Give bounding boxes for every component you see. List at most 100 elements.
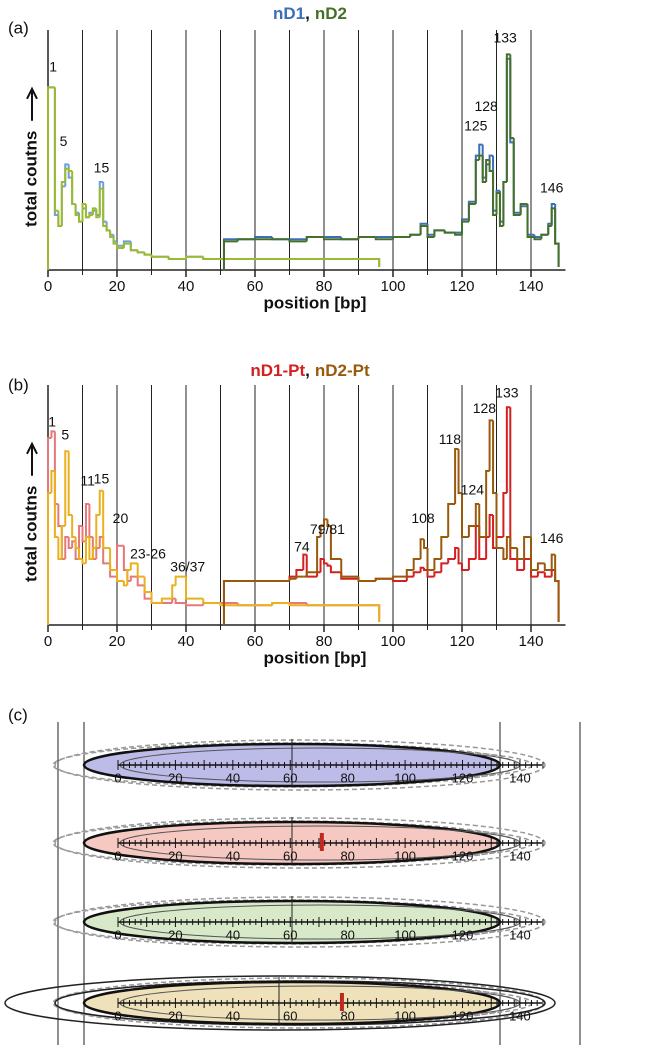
- step-segment: [122, 242, 131, 248]
- step-segment: [60, 181, 66, 226]
- ruler-label: 100: [394, 770, 416, 785]
- step-segment: [64, 536, 69, 559]
- legend-entry: nD2-Pt: [315, 361, 370, 380]
- step-segment: [64, 450, 69, 526]
- step-segment: [492, 171, 497, 216]
- step-segment: [512, 138, 521, 216]
- outline-ellipse: [4, 975, 556, 1031]
- step-segment: [440, 536, 449, 559]
- step-segment: [129, 241, 138, 252]
- step-segment: [478, 154, 483, 160]
- ruler-label: 120: [452, 770, 474, 785]
- step-segment: [98, 536, 104, 548]
- step-segment: [495, 536, 504, 548]
- annotation: 23-26: [130, 545, 166, 561]
- ruler-label: 120: [452, 927, 474, 942]
- panel-label: (b): [8, 375, 29, 394]
- step-segment: [392, 578, 407, 582]
- step-segment: [457, 548, 462, 565]
- x-tick-label: 80: [316, 633, 333, 650]
- step-segment: [136, 576, 145, 587]
- ruler-label: 80: [340, 1008, 354, 1023]
- x-tick-label: 140: [518, 633, 543, 650]
- step-segment: [488, 514, 494, 537]
- step-segment: [202, 256, 221, 260]
- x-tick-label: 20: [109, 278, 126, 295]
- ruler-label: 120: [452, 848, 474, 863]
- x-tick-label: 0: [44, 633, 52, 650]
- step-segment: [143, 252, 152, 256]
- step-segment: [454, 232, 462, 236]
- ruler-label: 20: [168, 848, 182, 863]
- legend-separator: ,: [305, 4, 310, 23]
- annotation: 11: [80, 473, 95, 489]
- step-segment: [461, 563, 469, 571]
- step-segment: [447, 558, 456, 564]
- step-segment: [495, 493, 504, 549]
- step-segment: [405, 569, 414, 577]
- step-segment: [440, 562, 449, 573]
- step-segment: [357, 576, 376, 582]
- step-segment: [461, 220, 469, 235]
- step-segment: [412, 558, 421, 570]
- step-segment: [498, 193, 504, 227]
- step-segment: [74, 537, 80, 549]
- step-segment: [323, 237, 342, 241]
- step-segment: [492, 420, 497, 494]
- step-segment: [374, 237, 393, 241]
- dashed-ellipse: [54, 896, 546, 948]
- step-segment: [512, 142, 521, 214]
- step-segment: [505, 536, 511, 559]
- step-segment: [160, 597, 173, 603]
- step-segment: [271, 602, 290, 606]
- step-segment: [295, 575, 304, 579]
- step-segment: [374, 577, 393, 581]
- step-segment: [219, 603, 238, 607]
- legend: nD1, nD2: [273, 4, 347, 23]
- ruler-label: 40: [226, 770, 240, 785]
- annotation: 5: [60, 133, 68, 149]
- step-segment: [550, 553, 556, 570]
- step-segment: [412, 571, 421, 577]
- step-segment: [488, 419, 494, 471]
- step-segment: [305, 571, 318, 577]
- step-segment: [433, 229, 445, 237]
- step-segment: [533, 234, 542, 238]
- x-axis-label: position [bp]: [264, 293, 367, 312]
- step-segment: [454, 448, 459, 504]
- ruler-label: 60: [283, 848, 297, 863]
- step-segment: [519, 205, 528, 213]
- step-segment: [550, 207, 556, 226]
- annotation: 5: [61, 427, 69, 443]
- step-segment: [329, 526, 342, 560]
- step-segment: [319, 525, 324, 537]
- step-segment: [185, 576, 204, 600]
- step-segment: [129, 562, 138, 570]
- step-segment: [126, 569, 131, 586]
- step-segment: [467, 525, 476, 537]
- step-segment: [419, 566, 425, 573]
- pt-site: [339, 993, 344, 1011]
- step-segment: [426, 223, 435, 236]
- step-segment: [136, 250, 145, 254]
- x-tick-label: 120: [449, 633, 474, 650]
- step-segment: [202, 598, 221, 604]
- step-segment: [222, 240, 238, 270]
- ruler-label: 120: [452, 1008, 474, 1023]
- step-segment: [392, 236, 411, 240]
- step-segment: [112, 237, 117, 245]
- step-segment: [136, 563, 145, 578]
- step-segment: [185, 603, 204, 607]
- step-segment: [316, 536, 321, 573]
- ruler-label: 40: [226, 927, 240, 942]
- step-segment: [84, 204, 90, 219]
- step-segment: [540, 233, 549, 240]
- step-segment: [81, 526, 86, 543]
- x-tick-label: 100: [380, 633, 405, 650]
- step-segment: [478, 143, 483, 156]
- step-segment: [122, 581, 128, 587]
- x-tick-label: 60: [247, 278, 264, 295]
- step-segment: [485, 470, 490, 537]
- ruler-label: 140: [509, 770, 531, 785]
- step-segment: [419, 538, 425, 559]
